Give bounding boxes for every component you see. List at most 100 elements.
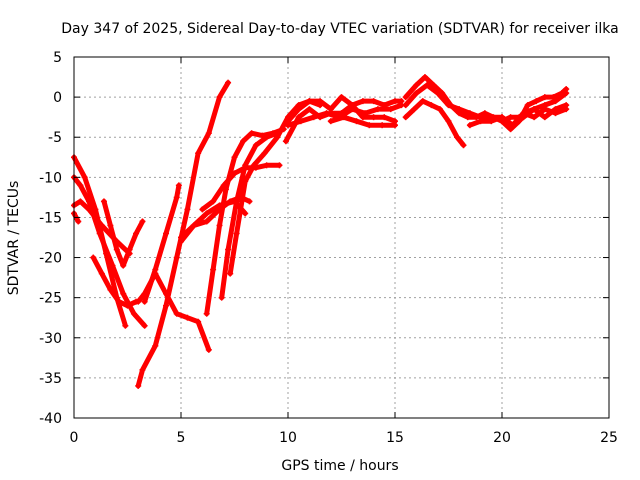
data-point xyxy=(456,106,463,113)
y-tick-label: 5 xyxy=(53,50,62,66)
x-tick-label: 0 xyxy=(70,430,79,446)
data-point xyxy=(107,286,114,293)
data-point xyxy=(175,182,182,189)
data-point xyxy=(96,230,103,237)
data-point xyxy=(507,126,514,133)
data-point xyxy=(120,290,127,297)
data-point xyxy=(274,134,281,141)
data-point xyxy=(220,182,227,189)
data-point xyxy=(139,366,146,373)
data-point xyxy=(133,230,140,237)
data-point xyxy=(203,310,210,317)
data-point xyxy=(107,222,114,229)
data-point xyxy=(550,94,557,101)
data-point xyxy=(231,170,238,177)
chart-title: Day 347 of 2025, Sidereal Day-to-day VTE… xyxy=(61,21,618,37)
data-point xyxy=(240,138,247,145)
data-point xyxy=(184,206,191,213)
data-point xyxy=(276,162,283,169)
data-point xyxy=(466,122,473,129)
data-point xyxy=(90,254,97,261)
data-point xyxy=(98,270,105,277)
data-point xyxy=(338,94,345,101)
data-point xyxy=(233,198,240,205)
series-group xyxy=(71,74,570,389)
data-point xyxy=(552,110,559,117)
y-tick-label: -30 xyxy=(39,331,62,347)
data-point xyxy=(141,298,148,305)
data-point xyxy=(113,246,120,253)
y-tick-label: -15 xyxy=(39,210,62,226)
data-point xyxy=(541,114,548,121)
x-tick-label: 10 xyxy=(279,430,297,446)
data-point xyxy=(366,122,373,129)
data-point xyxy=(225,79,232,86)
data-point xyxy=(464,114,471,121)
data-point xyxy=(216,94,223,101)
data-point xyxy=(466,110,473,117)
y-tick-label: -40 xyxy=(39,411,62,427)
data-point xyxy=(190,222,197,229)
data-point xyxy=(261,150,268,157)
y-tick-label: -25 xyxy=(39,291,62,307)
data-point xyxy=(173,254,180,261)
data-point xyxy=(252,142,259,149)
data-point xyxy=(558,90,565,97)
data-point xyxy=(402,102,409,109)
x-axis-label: GPS time / hours xyxy=(281,458,398,474)
data-point xyxy=(205,130,212,137)
data-point xyxy=(507,114,514,121)
data-point xyxy=(310,114,317,121)
data-point xyxy=(173,310,180,317)
data-point xyxy=(306,106,313,113)
grid xyxy=(74,57,609,418)
data-point xyxy=(317,98,324,105)
data-point xyxy=(428,102,435,109)
data-point xyxy=(195,318,202,325)
data-point xyxy=(75,218,82,225)
data-point xyxy=(520,110,527,117)
data-point xyxy=(387,106,394,113)
data-point xyxy=(379,122,386,129)
y-axis-label: SDTVAR / TECUs xyxy=(6,181,22,296)
data-point xyxy=(306,98,313,105)
data-point xyxy=(184,314,191,321)
data-point xyxy=(81,174,88,181)
data-point xyxy=(152,266,159,273)
data-point xyxy=(419,98,426,105)
data-point xyxy=(349,106,356,113)
data-point xyxy=(531,106,538,113)
data-point xyxy=(454,134,461,141)
y-tick-labels: -40 -35 -30 -25 -20 -15 -10 -5 0 5 xyxy=(39,50,62,427)
data-point xyxy=(130,310,137,317)
data-point xyxy=(359,114,366,121)
series-line-14 xyxy=(227,98,323,277)
data-point xyxy=(411,106,418,113)
data-point xyxy=(124,302,131,309)
data-point xyxy=(436,106,443,113)
data-point xyxy=(231,154,238,161)
data-point xyxy=(135,298,142,305)
y-tick-label: 0 xyxy=(53,90,62,106)
series-line-18 xyxy=(285,102,404,128)
x-tick-labels: 0 5 10 15 20 25 xyxy=(70,430,618,446)
data-point xyxy=(233,230,240,237)
data-point xyxy=(100,198,107,205)
data-point xyxy=(85,206,92,213)
data-point xyxy=(225,246,232,253)
data-point xyxy=(139,218,146,225)
y-tick-label: -35 xyxy=(39,371,62,387)
data-point xyxy=(242,210,249,217)
data-point xyxy=(242,178,249,185)
data-point xyxy=(445,118,452,125)
data-point xyxy=(152,342,159,349)
data-point xyxy=(445,102,452,109)
data-point xyxy=(216,222,223,229)
data-point xyxy=(552,98,559,105)
data-point xyxy=(413,82,420,89)
ticks xyxy=(73,56,610,419)
data-point xyxy=(203,218,210,225)
data-point xyxy=(98,222,105,229)
series-line-12 xyxy=(204,126,287,317)
data-point xyxy=(297,118,304,125)
